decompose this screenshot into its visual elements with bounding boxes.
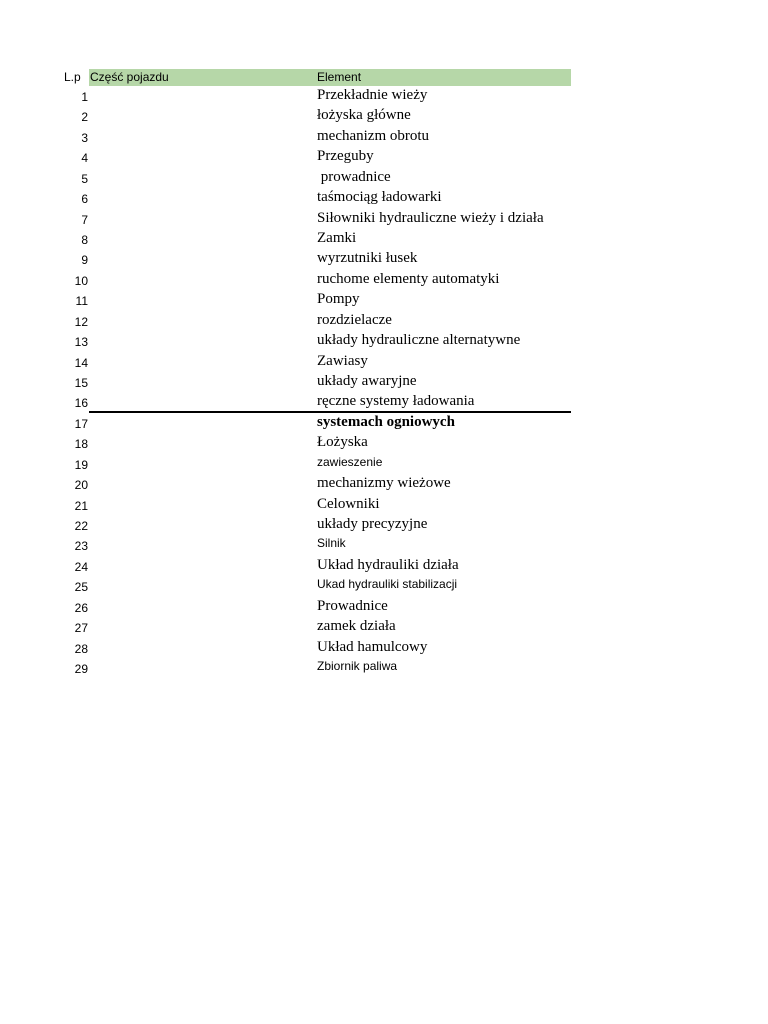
row-number: 2 — [81, 110, 88, 125]
table-row: 3 mechanizm obrotu — [0, 128, 600, 148]
table-row: 20 mechanizmy wieżowe — [0, 475, 600, 495]
element-cell: wyrzutniki łusek — [317, 250, 418, 267]
element-cell: systemach ogniowych — [317, 413, 455, 430]
table-row: 12 rozdzielacze — [0, 312, 600, 332]
table-row: 5 prowadnice — [0, 169, 600, 189]
element-cell: Łożyska — [317, 434, 368, 451]
row-number: 26 — [74, 600, 88, 615]
row-number: 23 — [74, 539, 88, 554]
row-number: 21 — [74, 498, 88, 513]
table-row: 9 wyrzutniki łusek — [0, 250, 600, 270]
element-cell: Zbiornik paliwa — [317, 659, 398, 674]
element-cell: układy hydrauliczne alternatywne — [317, 332, 521, 349]
element-cell: Prowadnice — [317, 597, 388, 614]
row-number: 3 — [81, 130, 88, 145]
element-cell: Pompy — [317, 291, 360, 308]
row-number: 27 — [74, 621, 88, 636]
row-number: 14 — [74, 355, 88, 370]
row-number: 15 — [74, 376, 88, 391]
element-cell: rozdzielacze — [317, 311, 392, 328]
row-number: 20 — [74, 478, 88, 493]
element-cell: Celowniki — [317, 495, 380, 512]
row-number: 19 — [74, 457, 88, 472]
row-number: 17 — [74, 416, 88, 431]
table-row: 8 Zamki — [0, 230, 600, 250]
table-row: 28 Układ hamulcowy — [0, 639, 600, 659]
row-number: 12 — [74, 314, 88, 329]
table-row: 26 Prowadnice — [0, 598, 600, 618]
element-cell: Zawiasy — [317, 352, 368, 369]
row-number: 29 — [74, 662, 88, 677]
row-number: 25 — [74, 580, 88, 595]
element-cell: Przeguby — [317, 148, 374, 165]
table-row: 16 ręczne systemy ładowania — [0, 393, 600, 413]
element-cell: układy precyzyjne — [317, 516, 428, 533]
section-divider — [89, 411, 571, 413]
column-header-part: Część pojazdu — [90, 70, 169, 84]
table-row: 13 układy hydrauliczne alternatywne — [0, 332, 600, 352]
element-cell: Zamki — [317, 230, 357, 246]
table-row: 2 łożyska główne — [0, 107, 600, 127]
table-row: 23 Silnik — [0, 536, 600, 556]
row-number: 18 — [74, 437, 88, 452]
table-row: 6 taśmociąg ładowarki — [0, 189, 600, 209]
row-number: 10 — [74, 273, 88, 288]
table-row: 10 ruchome elementy automatyki — [0, 271, 600, 291]
row-number: 22 — [74, 519, 88, 534]
row-number: 1 — [81, 90, 88, 104]
row-number: 9 — [81, 253, 88, 268]
element-cell: zamek działa — [317, 618, 396, 635]
element-cell: Przekładnie wieży — [317, 87, 428, 103]
element-cell: Siłowniki hydrauliczne wieży i działa — [317, 209, 544, 226]
table-row: 19 zawieszenie — [0, 455, 600, 475]
table-row: 1 Przekładnie wieży — [0, 87, 600, 107]
row-number: 8 — [81, 233, 88, 247]
table-row: 24 Układ hydrauliki działa — [0, 557, 600, 577]
header-row-background — [89, 69, 571, 86]
row-number: 5 — [81, 171, 88, 186]
table-row: 17 systemach ogniowych — [0, 414, 600, 434]
row-number: 7 — [81, 212, 88, 227]
table-row: 18 Łożyska — [0, 434, 600, 454]
table-row: 21 Celowniki — [0, 496, 600, 516]
table-row: 15 układy awaryjne — [0, 373, 600, 393]
table-row: 7 Siłowniki hydrauliczne wieży i działa — [0, 210, 600, 230]
element-cell: ruchome elementy automatyki — [317, 270, 500, 287]
table-row: 22 układy precyzyjne — [0, 516, 600, 536]
element-cell: prowadnice — [317, 168, 391, 185]
column-header-element: Element — [317, 70, 362, 84]
table-row: 11 Pompy — [0, 291, 600, 311]
element-cell: ręczne systemy ładowania — [317, 393, 475, 410]
element-cell: Układ hydrauliki działa — [317, 556, 459, 573]
element-cell: Układ hamulcowy — [317, 638, 428, 655]
row-number: 4 — [81, 151, 88, 166]
row-number: 11 — [75, 294, 88, 309]
column-header-lp: L.p — [64, 70, 81, 84]
element-cell: zawieszenie — [317, 454, 383, 469]
row-number: 28 — [74, 641, 88, 656]
element-cell: taśmociąg ładowarki — [317, 189, 442, 206]
table-row: 25 Ukad hydrauliki stabilizacji — [0, 577, 600, 597]
element-cell: łożyska główne — [317, 107, 411, 124]
row-number: 24 — [74, 559, 88, 574]
table-row: 4 Przeguby — [0, 148, 600, 168]
element-cell: mechanizmy wieżowe — [317, 475, 451, 492]
row-number: 13 — [74, 335, 88, 350]
element-cell: układy awaryjne — [317, 373, 417, 390]
row-number: 6 — [81, 192, 88, 207]
table-row: 14 Zawiasy — [0, 353, 600, 373]
row-number: 16 — [74, 396, 88, 411]
table-row: 29 Zbiornik paliwa — [0, 659, 600, 679]
element-cell: Ukad hydrauliki stabilizacji — [317, 577, 458, 592]
table-row: 27 zamek działa — [0, 618, 600, 638]
element-cell: mechanizm obrotu — [317, 127, 430, 144]
element-cell: Silnik — [317, 536, 346, 551]
